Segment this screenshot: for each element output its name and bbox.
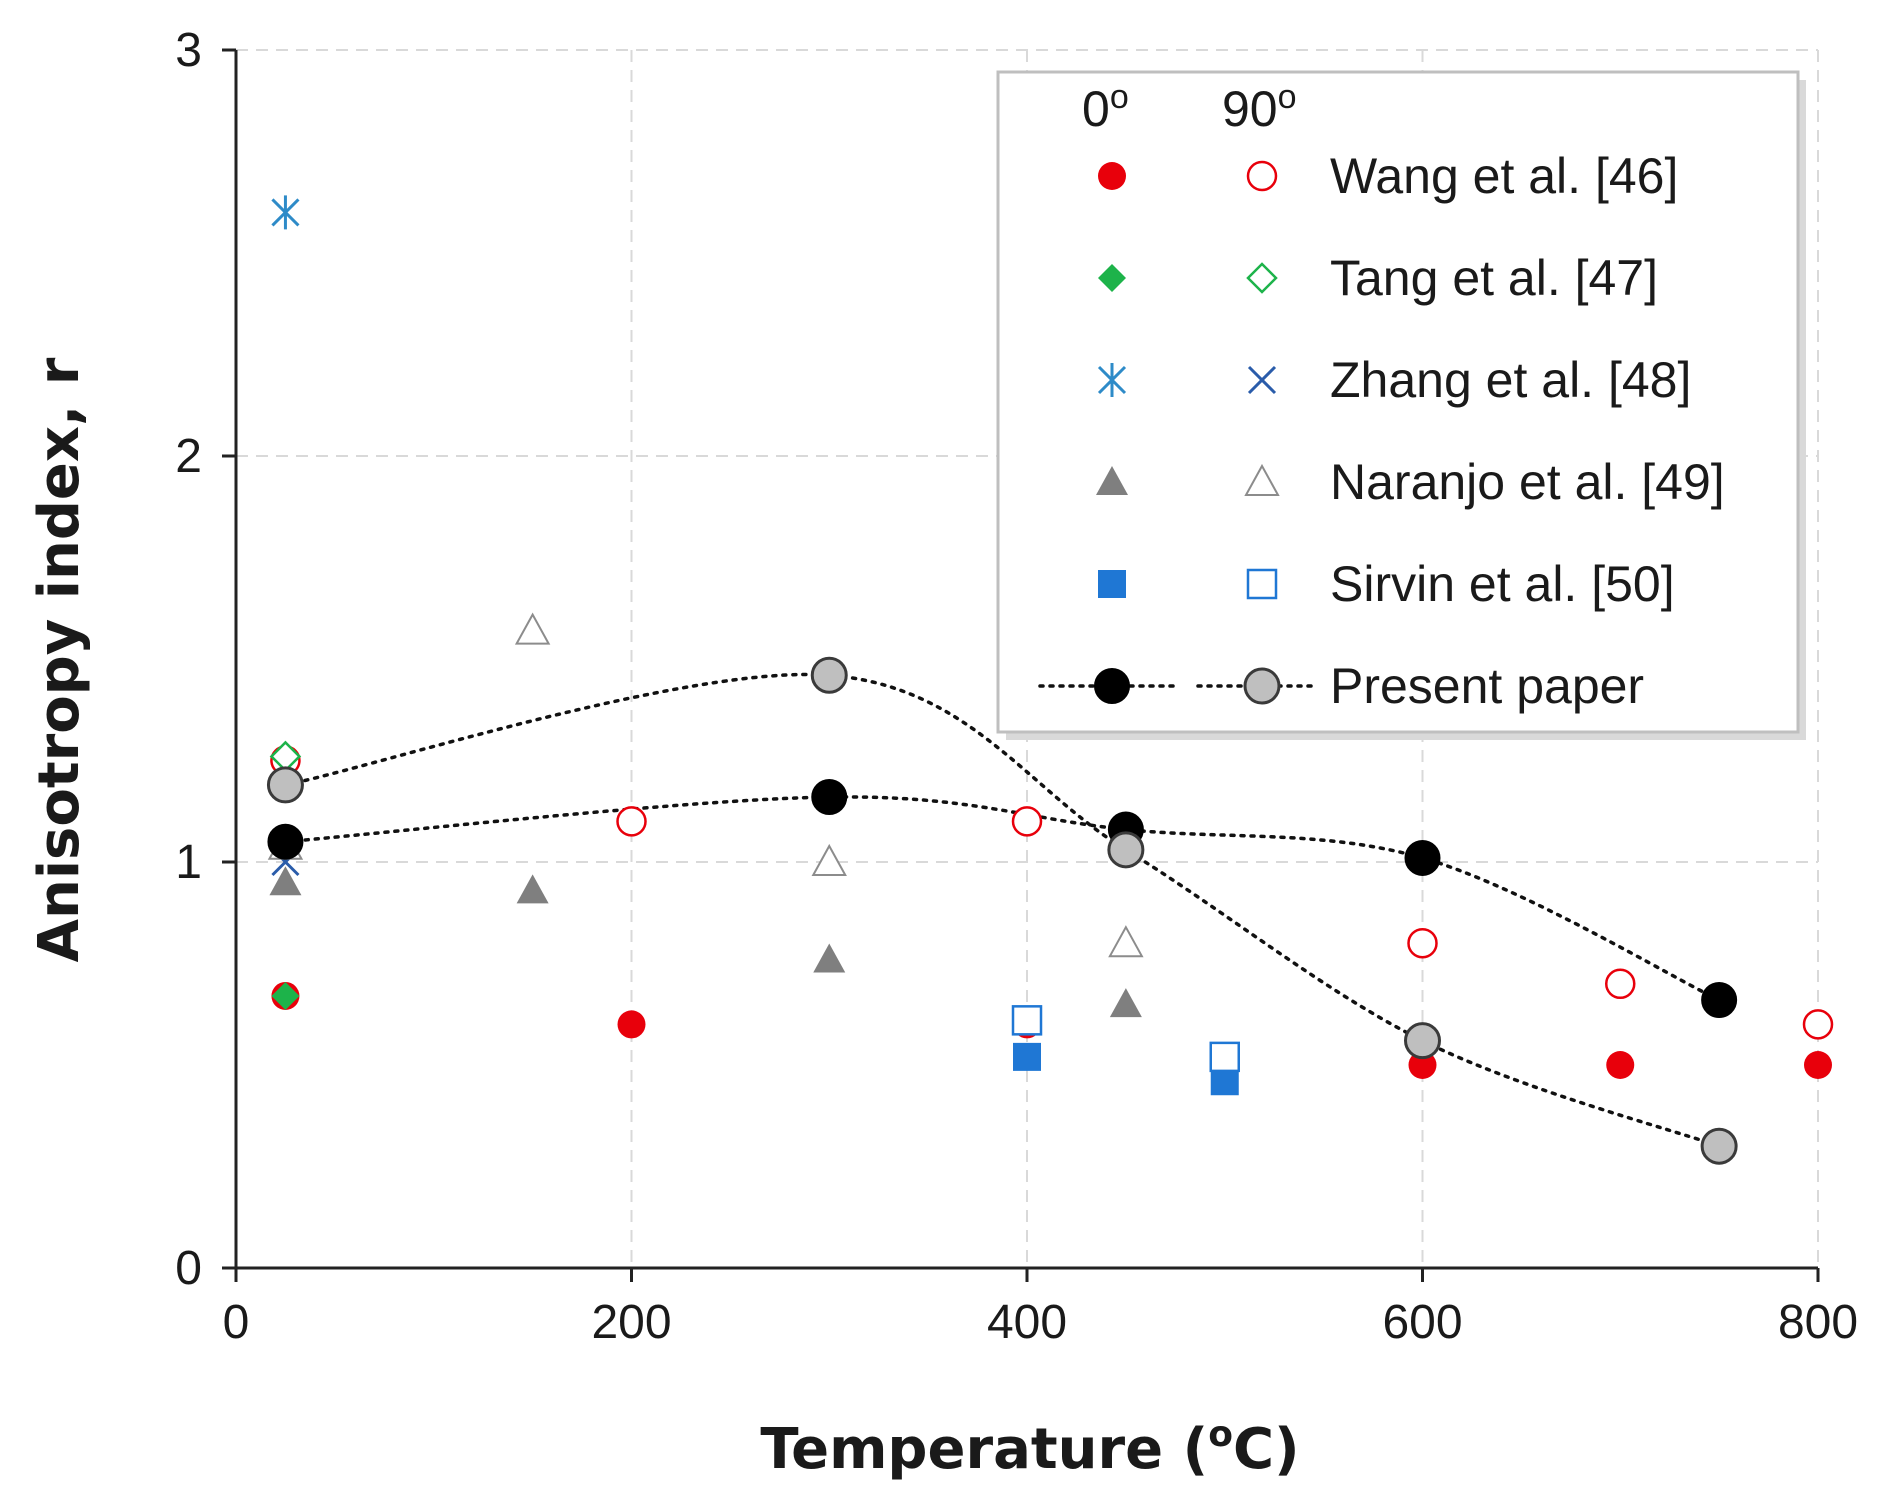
- x-tick-label: 400: [987, 1296, 1067, 1349]
- legend-marker-0deg: [1098, 162, 1126, 190]
- point-naranjo-et-al-49-90deg: [1108, 925, 1144, 958]
- trend-line-90deg: [283, 672, 1721, 1148]
- data-points: [266, 195, 1834, 1165]
- legend-label: Zhang et al. [48]: [1330, 352, 1691, 408]
- legend-row-wang-et-al-46: Wang et al. [46]: [1098, 148, 1678, 204]
- legend-header-0deg-sup: o: [1110, 78, 1129, 116]
- point-present-paper-90deg: [1404, 1022, 1441, 1060]
- legend-row-zhang-et-al-48: Zhang et al. [48]: [1097, 352, 1691, 408]
- legend-marker-90deg: [1247, 365, 1277, 395]
- legend: 0o 90o Wang et al. [46]Tang et al. [47]Z…: [996, 70, 1806, 740]
- legend-marker-0deg: [1098, 570, 1126, 598]
- x-axis-title-main: Temperature (: [760, 1417, 1208, 1482]
- legend-row-tang-et-al-47: Tang et al. [47]: [1098, 250, 1658, 306]
- point-present-paper-90deg: [810, 656, 848, 694]
- x-axis-title: Temperature (oC): [760, 1414, 1299, 1482]
- point-wang-et-al-46-90deg: [1802, 1009, 1834, 1040]
- point-wang-et-al-46-0deg: [617, 1010, 646, 1039]
- point-present-paper-0deg: [811, 779, 848, 816]
- trend-curves: [283, 672, 1721, 1148]
- point-naranjo-et-al-49-0deg: [1109, 988, 1142, 1018]
- point-present-paper-0deg: [267, 823, 304, 860]
- legend-marker-0deg: [1096, 466, 1128, 495]
- point-wang-et-al-46-0deg: [1804, 1051, 1832, 1079]
- point-tang-et-al-47-0deg: [271, 981, 300, 1010]
- point-present-paper-0deg: [1701, 982, 1738, 1019]
- legend-box: [996, 70, 1800, 734]
- point-sirvin-et-al-50-0deg: [1013, 1042, 1041, 1071]
- legend-header-90deg-value: 90: [1222, 81, 1278, 137]
- trend-line-0deg: [283, 795, 1721, 1002]
- legend-marker-0deg: [1097, 363, 1127, 397]
- legend-label: Wang et al. [46]: [1330, 148, 1678, 204]
- point-naranjo-et-al-49-0deg: [516, 874, 549, 904]
- y-tick-label: 3: [175, 24, 202, 77]
- legend-row-present-paper: Present paper: [1038, 658, 1644, 714]
- legend-marker-90deg: [1246, 160, 1278, 192]
- legend-header-90deg-sup: o: [1278, 78, 1297, 116]
- y-tick-label: 0: [175, 1242, 202, 1295]
- point-naranjo-et-al-49-0deg: [813, 943, 846, 973]
- legend-label: Present paper: [1330, 658, 1644, 714]
- x-tick-label: 600: [1382, 1296, 1462, 1349]
- point-present-paper-90deg: [1107, 831, 1145, 869]
- x-axis-title-sup: o: [1208, 1414, 1233, 1455]
- x-tick-label: 800: [1778, 1296, 1858, 1349]
- legend-header-90deg: 90o: [1222, 78, 1297, 137]
- legend-row-sirvin-et-al-50: Sirvin et al. [50]: [1098, 556, 1675, 612]
- legend-marker-90deg: [1246, 262, 1278, 294]
- legend-label: Naranjo et al. [49]: [1330, 454, 1725, 510]
- point-sirvin-et-al-50-90deg: [1011, 1005, 1043, 1036]
- legend-marker-0deg: [1098, 264, 1126, 292]
- point-present-paper-90deg: [266, 766, 304, 804]
- y-tick-label: 1: [175, 836, 202, 889]
- legend-header-0deg: 0o: [1082, 78, 1129, 137]
- point-zhang-et-al-48-0deg: [271, 195, 300, 230]
- y-axis-title: Anisotropy index, r: [27, 357, 92, 962]
- point-naranjo-et-al-49-0deg: [269, 866, 302, 896]
- point-sirvin-et-al-50-90deg: [1209, 1041, 1240, 1073]
- point-wang-et-al-46-0deg: [1408, 1051, 1437, 1079]
- point-naranjo-et-al-49-90deg: [811, 843, 847, 876]
- x-tick-label: 0: [223, 1296, 250, 1349]
- point-present-paper-90deg: [1700, 1127, 1738, 1165]
- legend-header-0deg-value: 0: [1082, 81, 1110, 137]
- point-wang-et-al-46-90deg: [1605, 968, 1636, 1000]
- point-naranjo-et-al-49-90deg: [514, 612, 551, 645]
- point-wang-et-al-46-90deg: [1407, 927, 1438, 959]
- point-wang-et-al-46-90deg: [1011, 806, 1043, 837]
- legend-rows: Wang et al. [46] Tang et al. [47] Zhang et…: [1038, 148, 1725, 714]
- ticks: 0 200 400 600 800 0 1 2 3: [175, 24, 1858, 1349]
- legend-marker-90deg: [1244, 463, 1280, 496]
- y-tick-label: 2: [175, 430, 202, 483]
- legend-row-naranjo-et-al-49: Naranjo et al. [49]: [1096, 454, 1725, 510]
- legend-marker-90deg: [1243, 667, 1281, 705]
- x-tick-label: 200: [591, 1296, 671, 1349]
- point-present-paper-0deg: [1404, 839, 1441, 876]
- point-wang-et-al-46-90deg: [616, 806, 647, 837]
- legend-label: Sirvin et al. [50]: [1330, 556, 1675, 612]
- legend-marker-90deg: [1246, 568, 1278, 600]
- legend-marker-0deg: [1094, 668, 1130, 704]
- point-wang-et-al-46-0deg: [1606, 1051, 1635, 1079]
- legend-label: Tang et al. [47]: [1330, 250, 1658, 306]
- x-axis-title-tail: C): [1233, 1417, 1300, 1482]
